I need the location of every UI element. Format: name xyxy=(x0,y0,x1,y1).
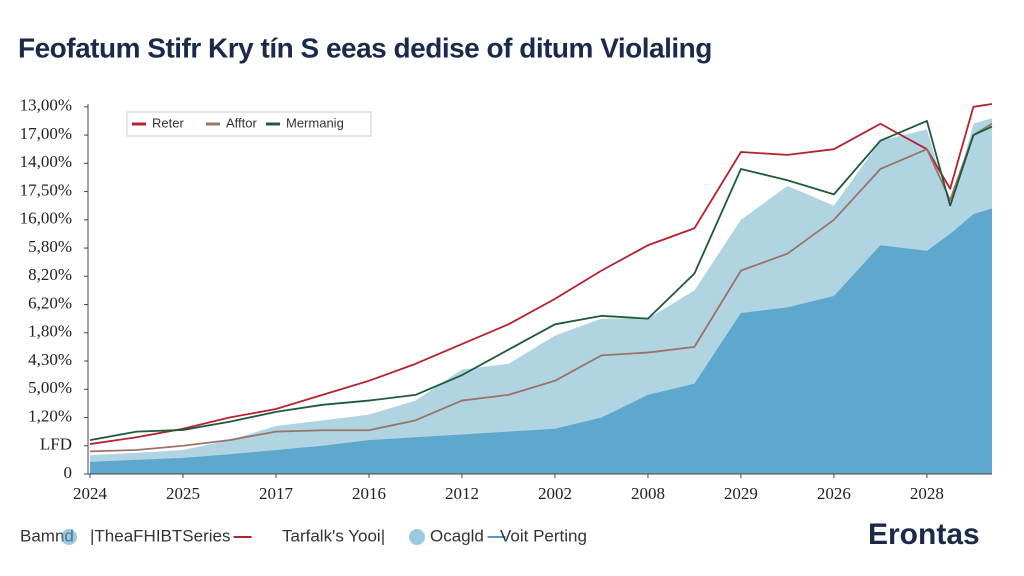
x-tick-label: 2008 xyxy=(631,484,665,503)
footer-legend-label: Voit Perting xyxy=(500,526,587,545)
footer-legend-icon xyxy=(409,529,425,545)
y-tick-label: 5,80% xyxy=(28,237,72,256)
legend-box xyxy=(126,111,372,137)
line xyxy=(89,120,993,441)
x-tick-label: 2025 xyxy=(166,484,200,503)
y-tick-label: 13,00% xyxy=(20,96,72,115)
x-tick-label: 2024 xyxy=(73,484,108,503)
y-tick-label: 17,50% xyxy=(20,180,72,199)
footer-legend-label: |TheaFHIBTSeries xyxy=(90,526,230,545)
footer-legend-label: Ocagld xyxy=(430,526,484,545)
line xyxy=(89,103,993,445)
y-tick-label: 14,00% xyxy=(20,152,72,171)
x-tick-label: 2012 xyxy=(445,484,479,503)
brand: Erontas xyxy=(868,518,980,551)
x-tick-label: 2017 xyxy=(259,484,294,503)
x-tick-label: 2016 xyxy=(352,484,386,503)
y-tick-label: 1,20% xyxy=(28,406,72,425)
y-tick-label: 5,00% xyxy=(28,378,72,397)
chart-title: Feofatum Stifr Kry tín S eeas dedise of … xyxy=(18,32,712,63)
y-tick-label: 1,80% xyxy=(28,322,72,341)
footer-legend-icon xyxy=(61,529,77,545)
legend-label: Afftor xyxy=(226,115,258,130)
x-tick-label: 2002 xyxy=(538,484,572,503)
x-tick-label: 2028 xyxy=(910,484,944,503)
y-tick-label: 8,20% xyxy=(28,265,72,284)
line xyxy=(89,123,993,453)
legend-label: Mermanig xyxy=(286,115,344,130)
y-tick-label: 4,30% xyxy=(28,350,72,369)
area xyxy=(90,208,992,474)
y-tick-label: 16,00% xyxy=(20,209,72,228)
y-tick-label: 6,20% xyxy=(28,293,72,312)
y-tick-label: 0 xyxy=(64,463,73,482)
y-tick-label: LFD xyxy=(40,435,72,454)
y-tick-label: 17,00% xyxy=(20,124,72,143)
footer-legend-label: Bamnd xyxy=(20,526,74,545)
x-tick-label: 2026 xyxy=(817,484,851,503)
legend-label: Reter xyxy=(152,115,184,130)
x-tick-label: 2029 xyxy=(724,484,758,503)
footer-legend-label: Tarfalk's Yooi| xyxy=(282,526,385,545)
